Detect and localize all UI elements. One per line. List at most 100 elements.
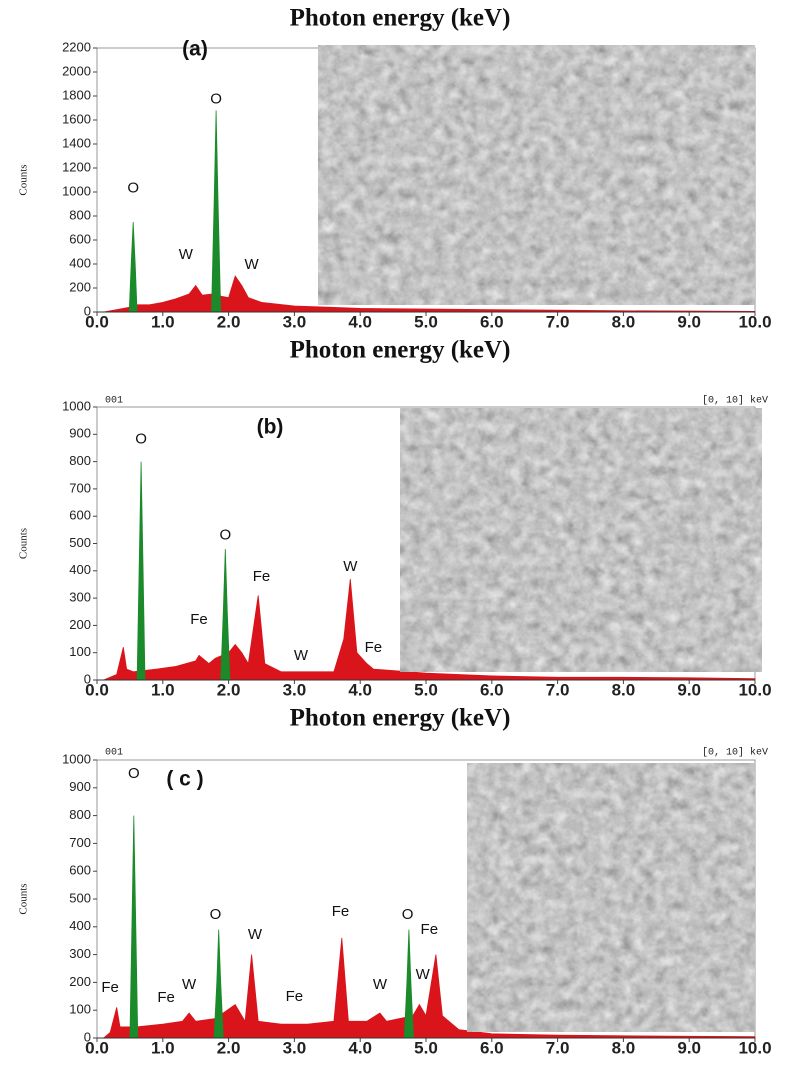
x-tick-label: 1.0: [151, 680, 175, 699]
peak-label: W: [416, 966, 431, 983]
chart-title: Photon energy (keV): [290, 5, 511, 32]
y-tick-label: 600: [69, 231, 91, 246]
peak-label: Fe: [101, 979, 119, 996]
y-tick-label: 200: [69, 974, 91, 989]
y-tick-label: 0: [84, 303, 91, 318]
peak-label: O: [210, 906, 222, 923]
header-right: [0, 10] keV: [702, 747, 768, 759]
x-tick-label: 9.0: [677, 680, 701, 699]
sem-image: [467, 763, 755, 1032]
x-tick-label: 2.0: [217, 312, 241, 331]
x-tick-label: 4.0: [348, 1038, 372, 1057]
peak-label: W: [179, 246, 194, 263]
y-tick-label: 200: [69, 617, 91, 632]
y-tick-label: 100: [69, 1002, 91, 1017]
y-tick-label: 1000: [62, 183, 91, 198]
y-tick-label: 900: [69, 779, 91, 794]
x-tick-label: 9.0: [677, 312, 701, 331]
x-tick-label: 8.0: [612, 680, 636, 699]
y-tick-label: 300: [69, 590, 91, 605]
peak-label: W: [182, 976, 197, 993]
peak-label: Fe: [286, 988, 304, 1005]
peak-label: O: [135, 431, 147, 448]
spectrum-area: [103, 578, 756, 681]
spectrum-area: [102, 937, 756, 1039]
y-tick-label: 800: [69, 207, 91, 222]
y-tick-label: 700: [69, 835, 91, 850]
x-tick-label: 6.0: [480, 680, 504, 699]
peak-label: W: [343, 558, 358, 575]
sem-image: [400, 408, 762, 672]
peak-label: O: [128, 765, 140, 782]
x-tick-label: 6.0: [480, 312, 504, 331]
y-tick-label: 300: [69, 946, 91, 961]
y-tick-label: 200: [69, 279, 91, 294]
spectrum-area: [103, 275, 756, 313]
x-tick-label: 1.0: [151, 1038, 175, 1057]
y-tick-label: 0: [84, 671, 91, 686]
header-left: 001: [105, 396, 123, 407]
peak-label: O: [210, 91, 222, 108]
peak-label: Fe: [253, 568, 271, 585]
x-tick-label: 10.0: [738, 680, 771, 699]
peak-label: Fe: [157, 989, 175, 1006]
x-tick-label: 2.0: [217, 680, 241, 699]
y-tick-label: 700: [69, 480, 91, 495]
x-tick-label: 0.0: [85, 312, 109, 331]
y-tick-label: 1200: [62, 159, 91, 174]
x-tick-label: 4.0: [348, 312, 372, 331]
x-tick-label: 8.0: [612, 312, 636, 331]
y-tick-label: 800: [69, 807, 91, 822]
x-axis-label: Photon energy (keV): [290, 337, 511, 364]
peak-label: Fe: [190, 611, 208, 628]
y-axis-label: Counts: [18, 528, 30, 559]
x-tick-label: 7.0: [546, 312, 570, 331]
peak-label: O: [402, 906, 414, 923]
sem-image: [318, 45, 755, 305]
y-tick-label: 1000: [62, 398, 91, 413]
y-axis-label: Counts: [18, 164, 30, 195]
x-tick-label: 3.0: [283, 312, 307, 331]
x-tick-label: 8.0: [612, 1038, 636, 1057]
x-tick-label: 6.0: [480, 1038, 504, 1057]
x-tick-label: 5.0: [414, 680, 438, 699]
y-tick-label: 1000: [62, 751, 91, 766]
y-tick-label: 0: [84, 1029, 91, 1044]
peak-label: W: [373, 976, 388, 993]
y-tick-label: 500: [69, 535, 91, 550]
peak-label: W: [248, 926, 263, 943]
y-tick-label: 400: [69, 918, 91, 933]
x-tick-label: 10.0: [738, 312, 771, 331]
x-tick-label: 0.0: [85, 1038, 109, 1057]
panel-label: ( c ): [166, 768, 203, 791]
x-tick-label: 10.0: [738, 1038, 771, 1057]
peak-label: Fe: [421, 921, 439, 938]
y-tick-label: 600: [69, 508, 91, 523]
x-tick-label: 0.0: [85, 680, 109, 699]
y-tick-label: 2000: [62, 63, 91, 78]
y-tick-label: 100: [69, 644, 91, 659]
y-tick-label: 900: [69, 426, 91, 441]
y-tick-label: 1400: [62, 135, 91, 150]
peak-label: Fe: [332, 903, 350, 920]
peak-label: W: [294, 647, 309, 664]
peak-label: O: [127, 179, 139, 196]
y-tick-label: 1800: [62, 87, 91, 102]
y-tick-label: 1600: [62, 111, 91, 126]
x-tick-label: 3.0: [283, 680, 307, 699]
peak-label: O: [219, 526, 231, 543]
y-tick-label: 400: [69, 562, 91, 577]
x-tick-label: 5.0: [414, 1038, 438, 1057]
x-tick-label: 4.0: [348, 680, 372, 699]
x-tick-label: 9.0: [677, 1038, 701, 1057]
y-tick-label: 600: [69, 863, 91, 878]
x-tick-label: 1.0: [151, 312, 175, 331]
panel-label: (b): [257, 416, 284, 439]
y-tick-label: 2200: [62, 39, 91, 54]
peak-label: W: [245, 256, 260, 273]
header-left: 001: [105, 748, 123, 759]
x-tick-label: 3.0: [283, 1038, 307, 1057]
x-tick-label: 2.0: [217, 1038, 241, 1057]
peak-label: Fe: [365, 639, 383, 656]
